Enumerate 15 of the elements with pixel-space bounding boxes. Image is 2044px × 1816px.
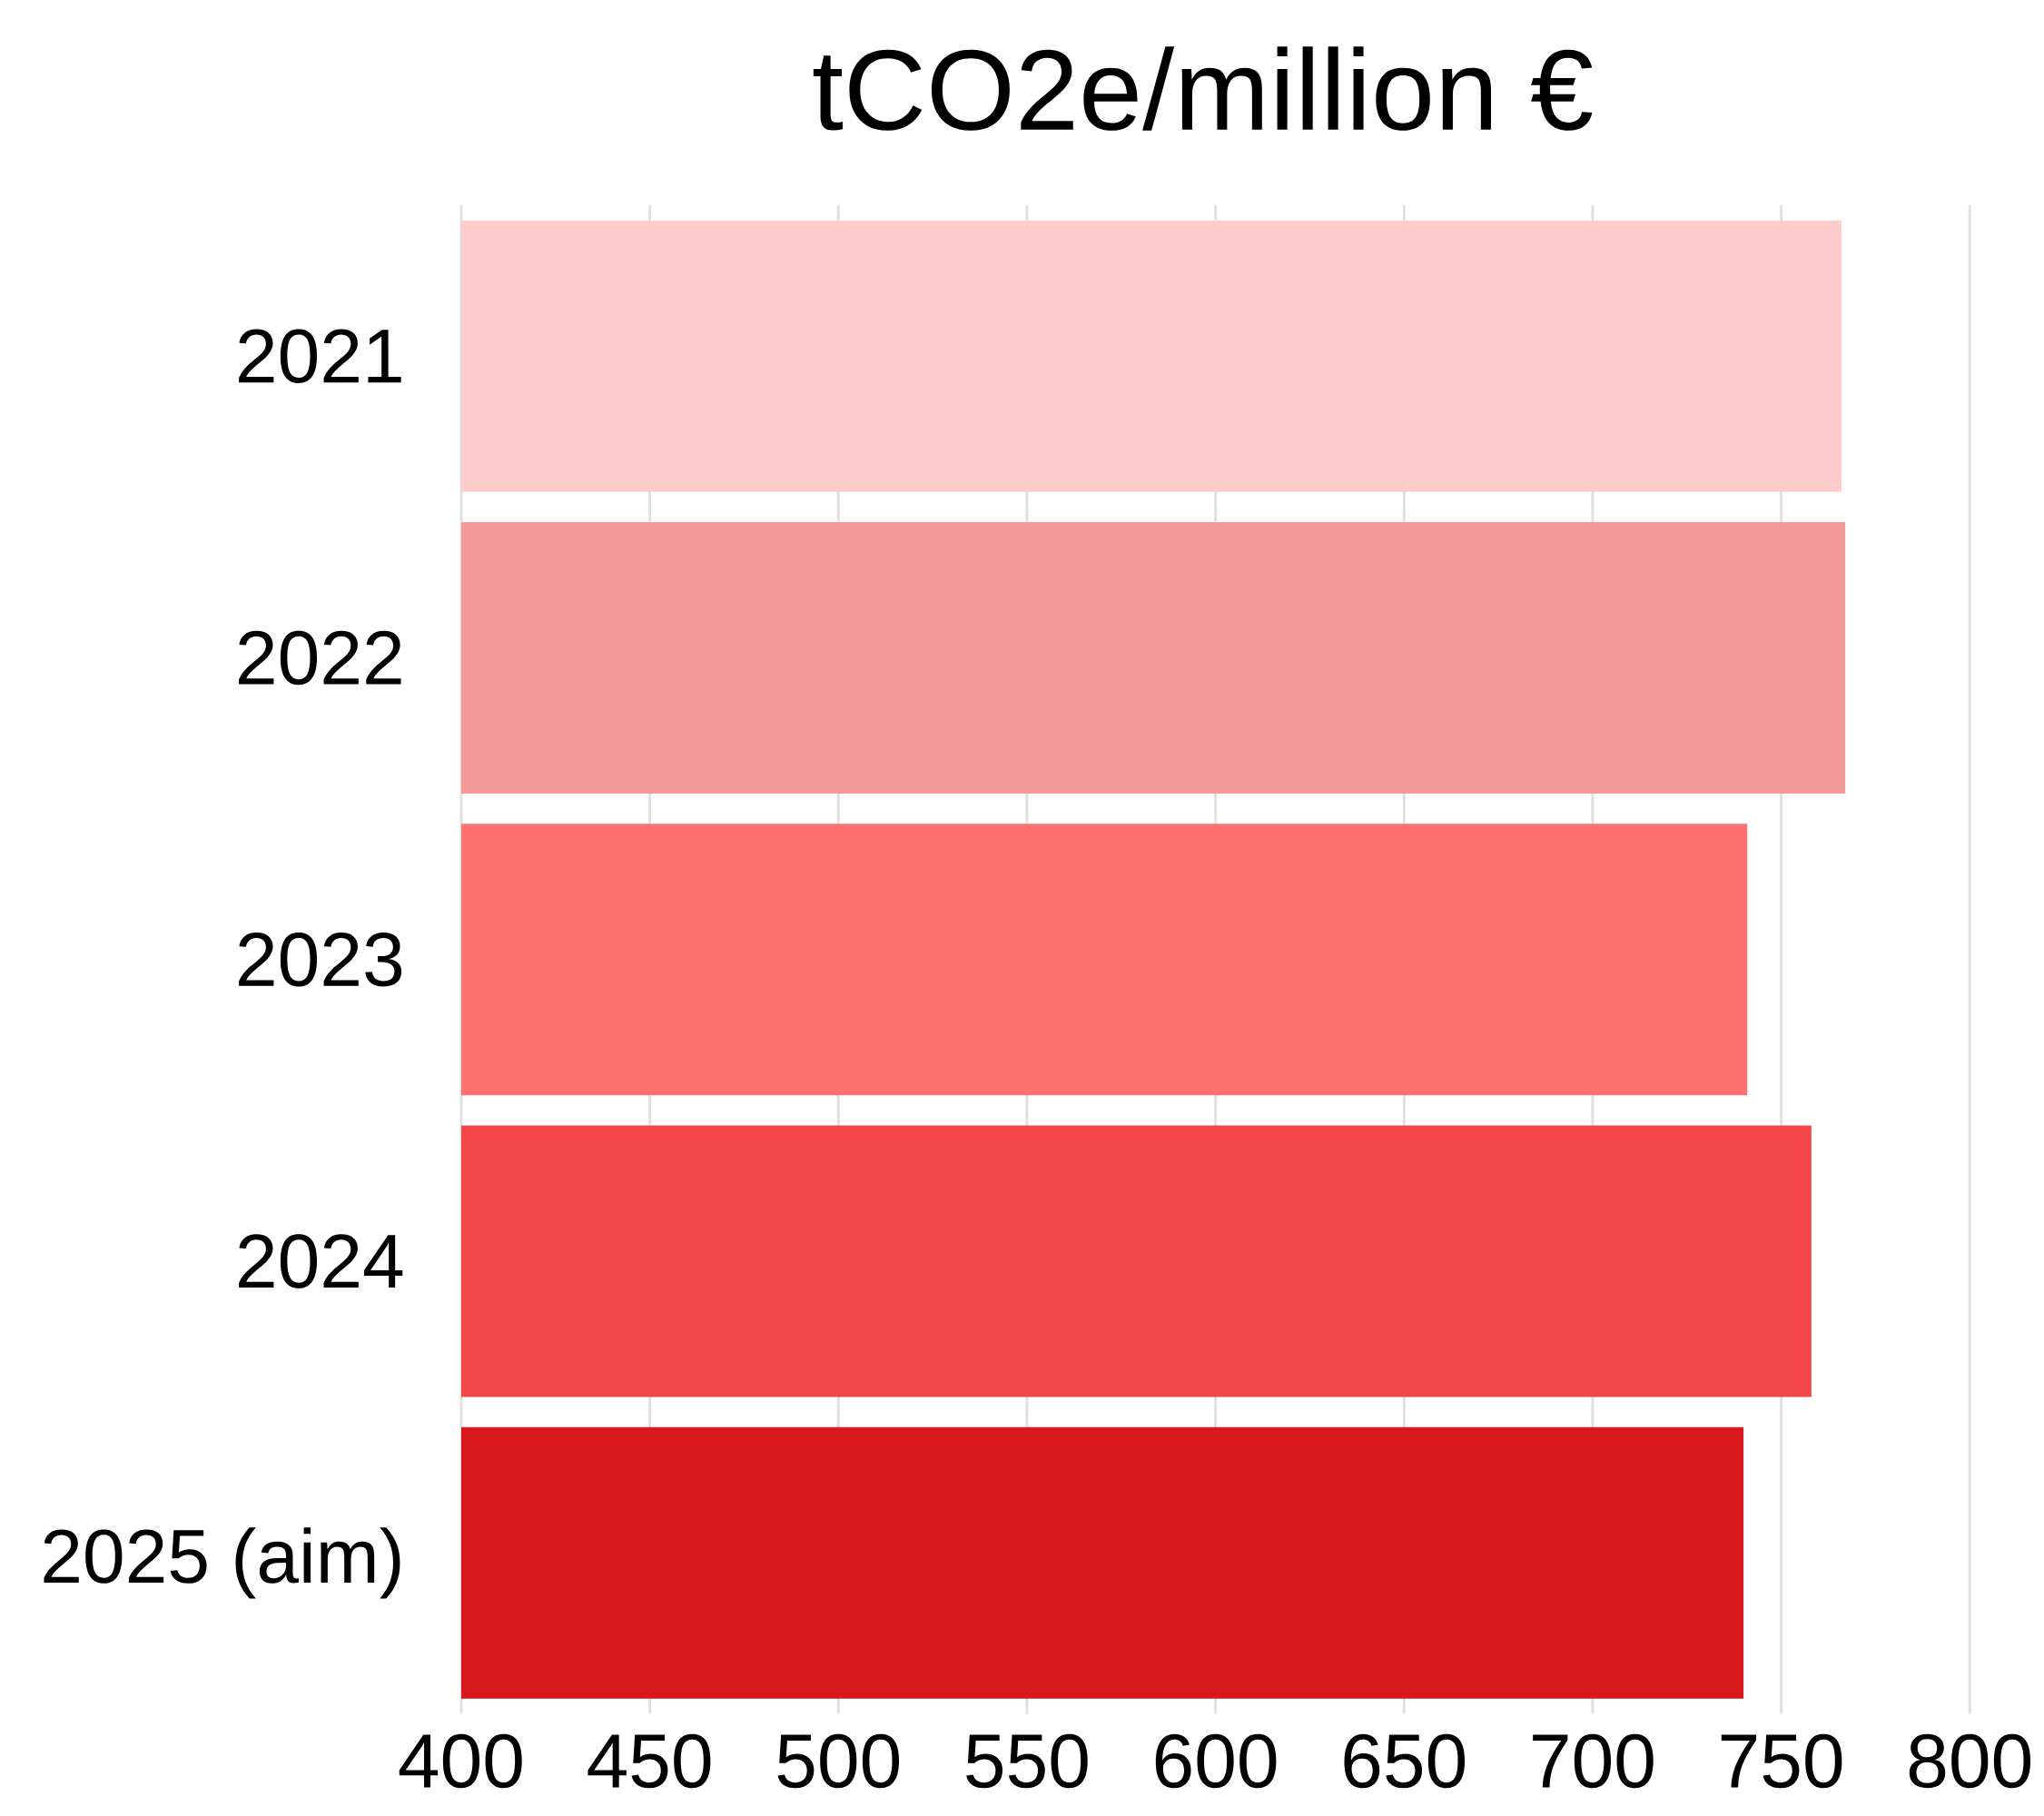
y-tick-label: 2024 (239, 1234, 403, 1288)
x-tick-label: 450 (588, 1733, 711, 1789)
y-tick-label: 2025 (aim) (44, 1527, 400, 1599)
y-tick-label: 2021 (239, 329, 401, 384)
y-tick-label: 2022 (239, 630, 401, 686)
x-tick-label: 500 (777, 1733, 900, 1789)
x-tick-label: 400 (399, 1733, 522, 1789)
x-tick-label: 650 (1344, 1733, 1466, 1789)
x-tick-label: 600 (1155, 1733, 1277, 1789)
x-tick-label: 750 (1721, 1733, 1842, 1789)
x-tick-label: 800 (1909, 1733, 2031, 1789)
x-tick-label: 550 (966, 1733, 1088, 1789)
y-tick-label: 2023 (239, 933, 402, 987)
x-tick-label: 700 (1533, 1733, 1654, 1789)
chart-title: tCO2e/million € (813, 46, 1593, 131)
